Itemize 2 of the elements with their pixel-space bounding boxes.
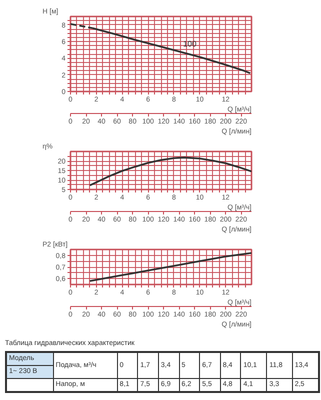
line-series [88,252,252,282]
line-series [88,156,252,186]
